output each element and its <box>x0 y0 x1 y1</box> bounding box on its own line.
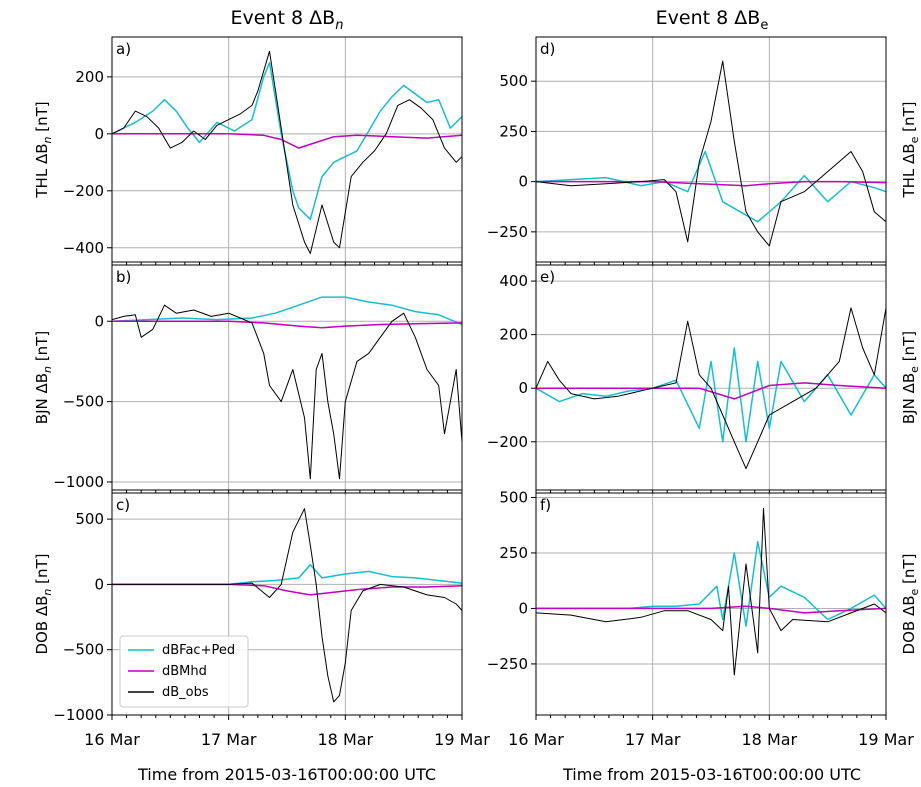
x-axis-label-right: Time from 2015-03-16T00:00:00 UTC <box>562 765 861 784</box>
series-line-dbobs <box>112 304 462 480</box>
y-tick-label: 0 <box>94 575 104 593</box>
series-line-dbmhd <box>112 133 462 149</box>
series-line-dbmhd <box>536 605 886 614</box>
panel-letter: a) <box>116 40 131 58</box>
series-line-dbobs <box>112 50 462 254</box>
series-line-dbobs <box>536 60 886 247</box>
y-axis-label: DOB ΔBn [nT] <box>33 553 54 654</box>
y-tick-label: 500 <box>499 488 528 506</box>
y-tick-label: 0 <box>94 312 104 330</box>
series-line-dbfacped <box>536 541 886 627</box>
y-tick-label: 200 <box>499 326 528 344</box>
y-axis-label: THL ΔBn [nT] <box>33 101 54 198</box>
y-tick-label: −500 <box>63 393 104 411</box>
y-tick-label: 500 <box>75 510 104 528</box>
series-line-dbmhd <box>536 180 886 187</box>
y-tick-label: 500 <box>499 72 528 90</box>
series-line-dbobs <box>536 307 886 470</box>
panel-letter: d) <box>540 40 555 58</box>
y-axis-label: THL ΔBe [nT] <box>900 101 921 198</box>
panel-letter: c) <box>116 496 130 514</box>
y-axis-label: BJN ΔBe [nT] <box>900 331 921 424</box>
x-tick-label: 16 Mar <box>84 730 140 749</box>
series-line-dbobs <box>536 508 886 676</box>
x-axis-label-left: Time from 2015-03-16T00:00:00 UTC <box>137 765 436 784</box>
legend-box <box>119 635 249 708</box>
panel-d: 500 250 0 −250 d) THL ΔBe [nT] <box>487 36 921 267</box>
panel-b: 0 −500 −1000 b) BJN ΔBn [nT] <box>33 264 463 495</box>
legend-label: dBMhd <box>162 664 207 679</box>
y-tick-label: −500 <box>63 641 104 659</box>
series-line-dbfacped <box>112 296 462 326</box>
x-tick-label: 19 Mar <box>434 730 490 749</box>
panel-a: 200 0 −200 −400 a) THL ΔBn [nT] <box>33 36 463 267</box>
y-tick-label: 250 <box>499 544 528 562</box>
y-tick-label: −250 <box>487 655 528 673</box>
x-tick-label: 17 Mar <box>201 730 257 749</box>
y-tick-label: −400 <box>63 239 104 257</box>
legend-label: dBFac+Ped <box>162 643 235 658</box>
panel-letter: e) <box>540 268 555 286</box>
legend-label: dB_obs <box>162 685 209 700</box>
y-tick-label: −1000 <box>53 706 104 724</box>
y-tick-label: 250 <box>499 122 528 140</box>
series-line-dbobs <box>112 508 462 703</box>
series-line-dbmhd <box>536 382 886 400</box>
y-tick-label: −1000 <box>53 473 104 491</box>
y-tick-label: −200 <box>487 433 528 451</box>
y-tick-label: 0 <box>518 173 528 191</box>
panel-e: 400 200 0 −200 e) BJN ΔBe [nT] <box>487 264 921 495</box>
series-line-dbmhd <box>112 320 462 329</box>
panel-c: 500 0 −500 −1000 16 Mar 17 Mar 18 Mar 19 Mar c) D… <box>33 492 490 749</box>
x-tick-label: 16 Mar <box>508 730 564 749</box>
y-tick-label: 200 <box>75 68 104 86</box>
series-line-dbfacped <box>112 61 462 221</box>
panel-letter: f) <box>540 496 551 514</box>
y-tick-label: −200 <box>63 182 104 200</box>
column-title-dbe: Event 8 ΔBe <box>656 7 769 33</box>
panel-f: 500 250 0 −250 16 Mar 17 Mar 18 Mar 19 Mar f) DOB… <box>487 488 921 749</box>
y-tick-label: 400 <box>499 272 528 290</box>
y-tick-label: −250 <box>487 223 528 241</box>
x-tick-label: 18 Mar <box>742 730 798 749</box>
y-tick-label: 0 <box>94 125 104 143</box>
x-tick-label: 17 Mar <box>625 730 681 749</box>
y-tick-label: 0 <box>518 599 528 617</box>
y-tick-label: 0 <box>518 379 528 397</box>
panel-letter: b) <box>116 268 131 286</box>
legend: dBFac+Ped dBMhd dB_obs <box>119 635 249 708</box>
x-tick-label: 18 Mar <box>318 730 374 749</box>
column-title-dbn: Event 8 ΔBn <box>231 7 344 33</box>
x-tick-label: 19 Mar <box>858 730 914 749</box>
y-axis-label: BJN ΔBn [nT] <box>33 331 54 424</box>
y-axis-label: DOB ΔBe [nT] <box>900 554 921 655</box>
